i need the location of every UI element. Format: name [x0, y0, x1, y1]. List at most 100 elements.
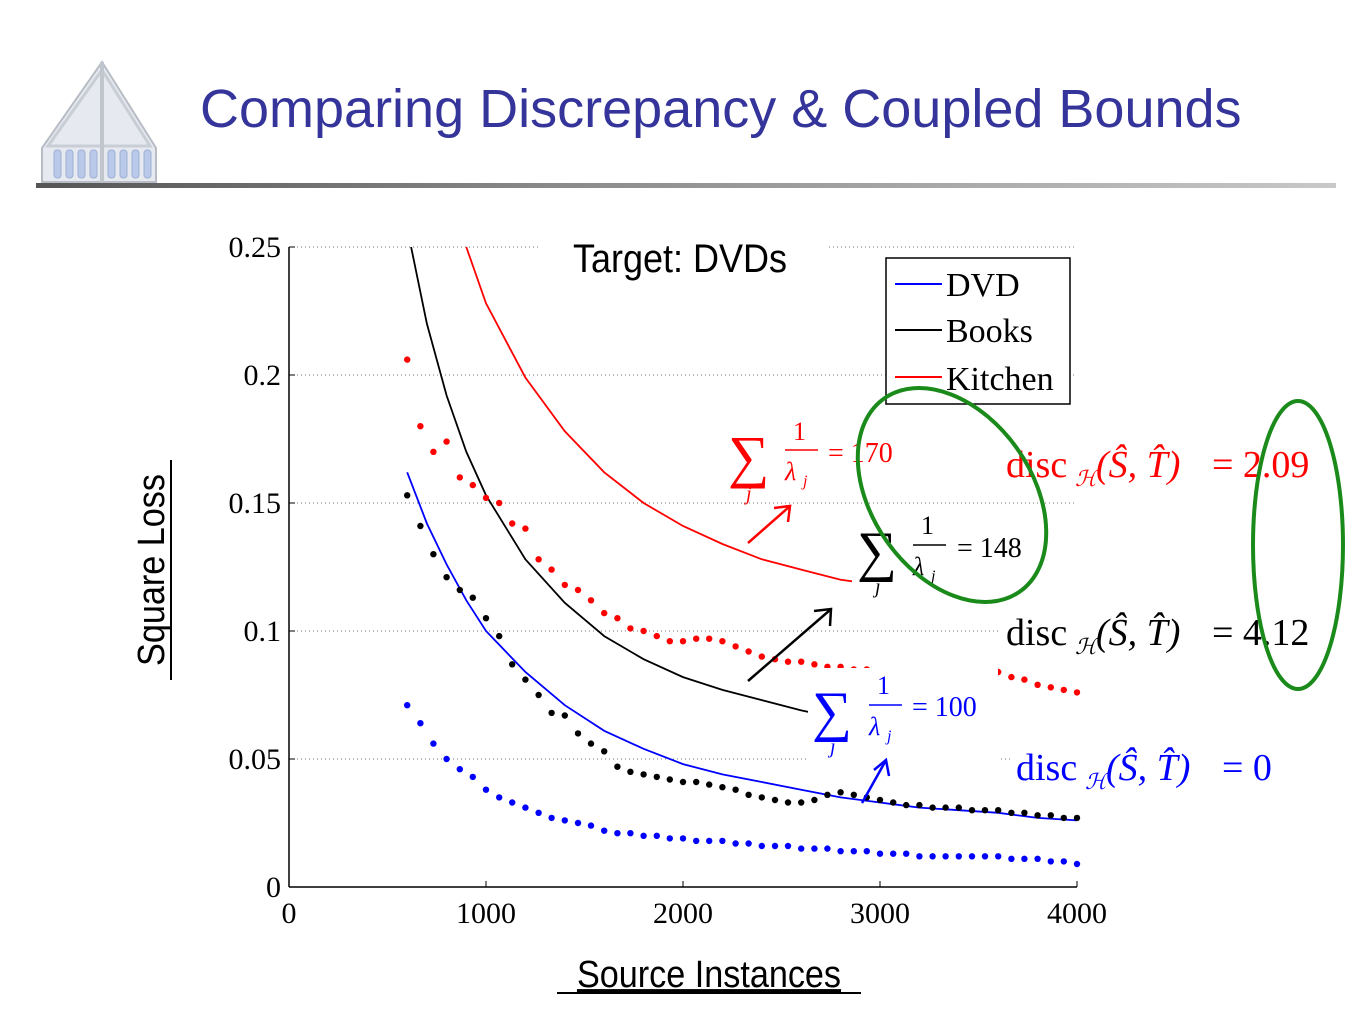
books-data-point — [430, 551, 437, 558]
dvd-data-point — [509, 799, 516, 806]
books-data-point — [614, 763, 621, 770]
dvd-data-point — [916, 853, 923, 860]
books-data-point — [640, 771, 647, 778]
kitchen-arrow — [747, 506, 790, 544]
books-sum-bg — [852, 510, 1042, 600]
books-data-point — [561, 712, 568, 719]
y-tick-label: 0.2 — [244, 359, 282, 392]
dvd-data-point — [824, 845, 831, 852]
kitchen-data-point — [417, 423, 424, 430]
kitchen-data-point — [745, 648, 752, 655]
dvd-data-point — [679, 835, 687, 842]
books-data-point — [601, 748, 608, 755]
dvd-data-point — [968, 853, 976, 860]
kitchen-sum-index: j — [743, 483, 752, 505]
books-sum-value: = 148 — [957, 533, 1022, 564]
dvd-data-point — [469, 773, 476, 781]
dvd-data-point — [496, 794, 503, 801]
dvd-data-point — [548, 814, 555, 822]
books-data-point — [995, 807, 1002, 814]
kitchen-data-point — [1008, 673, 1015, 681]
books-data-point — [1034, 812, 1041, 819]
kitchen-disc-bg — [1000, 430, 1340, 490]
dvd-data-point — [863, 848, 870, 855]
kitchen-data-point — [456, 474, 463, 481]
books-frac-num: 1 — [921, 511, 934, 540]
dvd-data-point — [1034, 855, 1041, 862]
dvd-disc-annotation: disc ℋ (Ŝ, T̂) = 0 — [1012, 740, 1302, 796]
books-data-point — [771, 796, 779, 804]
books-data-point — [706, 781, 713, 788]
kitchen-data-point — [1073, 689, 1081, 696]
books-data-point — [824, 791, 831, 798]
books-disc-bg — [1000, 600, 1340, 660]
books-sum-annotation: ∑ j 1 λ j = 148 — [747, 510, 1042, 682]
chart-title-bg — [538, 228, 828, 288]
kitchen-data-point — [1047, 684, 1055, 691]
kitchen-data-point — [601, 609, 608, 617]
tick-labels: 0 0.05 0.1 0.15 0.2 0.25 0 1000 2000 3000 4000 — [229, 231, 1108, 930]
books-data-point — [469, 594, 476, 601]
y-tick-label: 0.1 — [244, 615, 282, 648]
dvd-data-point — [693, 837, 700, 845]
kitchen-data-point — [443, 438, 450, 445]
books-data-point — [837, 789, 844, 796]
books-data-point — [732, 786, 739, 793]
title-rule — [36, 183, 1336, 188]
kitchen-data-point — [1060, 686, 1068, 694]
dvd-data-point — [1073, 860, 1081, 868]
y-axis-label: Square Loss — [129, 474, 172, 666]
dvd-data-point — [1008, 855, 1015, 862]
legend-label-kitchen: Kitchen — [946, 361, 1054, 398]
dvd-data-point — [903, 850, 910, 857]
dvd-data-point — [1047, 858, 1055, 865]
books-sum-index: j — [872, 576, 881, 598]
books-disc-args: (Ŝ, T̂) — [1096, 612, 1180, 654]
logo-icon — [41, 60, 157, 183]
dvd-bound-line — [406, 471, 1078, 822]
kitchen-data-point — [522, 525, 529, 532]
dvd-data-point — [443, 755, 450, 763]
books-disc-annotation: disc ℋ (Ŝ, T̂) = 4.12 — [1000, 600, 1340, 660]
legend: DVD Books Kitchen — [885, 257, 1071, 405]
dvd-data-point — [522, 804, 529, 811]
kitchen-disc-label: disc — [1006, 444, 1067, 486]
dvd-data-point — [1021, 855, 1028, 862]
books-data-point — [955, 804, 962, 811]
dvd-data-point — [719, 837, 726, 845]
dvd-data-point — [482, 786, 490, 793]
kitchen-data-point — [535, 556, 542, 563]
dvd-disc-args: (Ŝ, T̂) — [1106, 747, 1190, 789]
kitchen-data-point — [811, 661, 818, 668]
books-data-point — [522, 676, 529, 683]
books-frac-den-sub: j — [929, 568, 936, 585]
dvd-data-point — [627, 830, 634, 837]
x-tick-label: 2000 — [653, 897, 713, 930]
dvd-sum-index: j — [827, 736, 836, 758]
books-disc-label: disc — [1006, 612, 1067, 654]
dvd-disc-value: = 0 — [1222, 747, 1272, 789]
dvd-data-point — [535, 809, 542, 816]
dvd-sum-bg — [808, 668, 998, 760]
dvd-data-point — [745, 840, 752, 847]
series-dvd — [404, 471, 1081, 868]
dvd-data-point — [798, 845, 805, 852]
kitchen-bound-line — [465, 246, 861, 584]
kitchen-data-point — [784, 658, 792, 665]
dvd-data-point — [417, 720, 424, 727]
dvd-data-point — [784, 842, 792, 850]
y-tick-label: 0.05 — [229, 743, 282, 776]
dvd-data-point — [981, 853, 989, 860]
kitchen-data-point — [509, 520, 516, 527]
y-tick-label: 0.15 — [229, 487, 282, 520]
dvd-sum-annotation: ∑ j 1 λ j = 100 — [808, 668, 998, 804]
books-data-point — [981, 807, 989, 814]
books-data-point — [443, 574, 450, 581]
kitchen-data-point — [430, 448, 437, 455]
books-data-point — [509, 661, 516, 668]
books-data-point — [666, 776, 673, 783]
x-tick-label: 3000 — [850, 897, 910, 930]
books-data-point — [482, 615, 490, 622]
dvd-data-point — [666, 835, 673, 842]
kitchen-disc-args: (Ŝ, T̂) — [1096, 444, 1180, 486]
